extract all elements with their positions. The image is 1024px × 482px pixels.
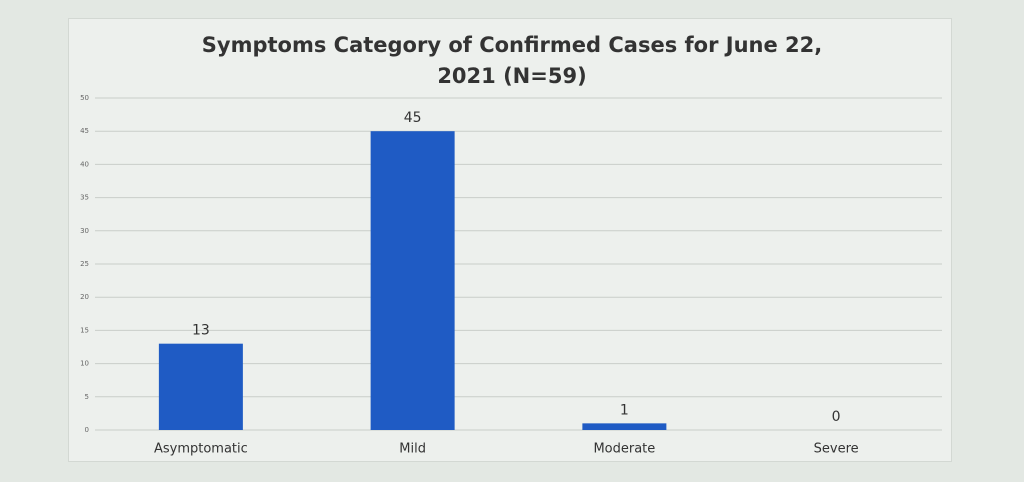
- x-tick-label: Asymptomatic: [154, 442, 248, 457]
- y-tick-label: 50: [80, 94, 89, 102]
- bar: [158, 343, 243, 430]
- bar: [370, 131, 455, 430]
- x-tick-label: Moderate: [593, 442, 655, 457]
- y-tick-label: 35: [80, 194, 89, 202]
- y-tick-label: 20: [80, 293, 89, 301]
- data-label: 0: [832, 409, 841, 425]
- data-label: 1: [620, 402, 629, 418]
- y-tick-label: 40: [80, 160, 89, 168]
- y-tick-label: 45: [80, 127, 89, 135]
- y-tick-label: 0: [85, 426, 89, 434]
- y-tick-label: 25: [80, 260, 89, 268]
- x-tick-label: Severe: [814, 442, 859, 457]
- y-tick-label: 10: [80, 360, 89, 368]
- data-label: 13: [192, 323, 210, 339]
- bar: [582, 423, 667, 430]
- y-tick-label: 30: [80, 227, 89, 235]
- chart-title: Symptoms Category of Confirmed Cases for…: [201, 33, 823, 88]
- x-tick-label: Mild: [399, 442, 426, 457]
- data-label: 45: [404, 110, 422, 126]
- y-tick-label: 15: [80, 326, 89, 334]
- y-tick-label: 5: [85, 393, 89, 401]
